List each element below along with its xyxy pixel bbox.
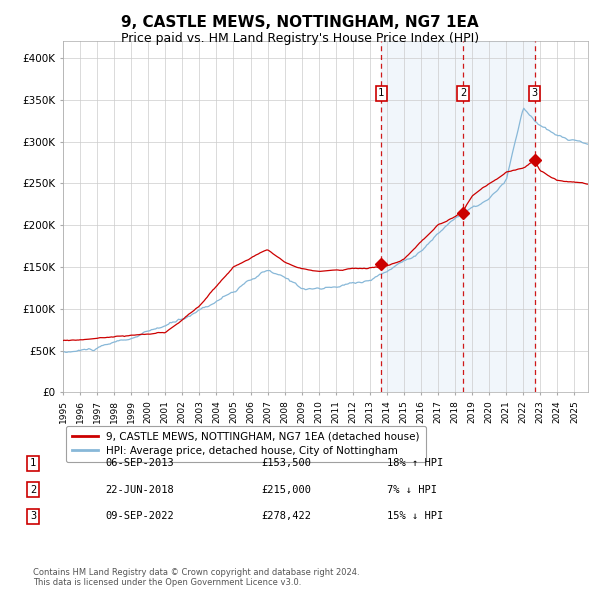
Text: 7% ↓ HPI: 7% ↓ HPI <box>387 485 437 494</box>
Text: 3: 3 <box>30 512 36 521</box>
Text: 09-SEP-2022: 09-SEP-2022 <box>105 512 174 521</box>
Text: 22-JUN-2018: 22-JUN-2018 <box>105 485 174 494</box>
Text: 18% ↑ HPI: 18% ↑ HPI <box>387 458 443 468</box>
Text: 1: 1 <box>30 458 36 468</box>
Text: £278,422: £278,422 <box>261 512 311 521</box>
Bar <box>381 41 535 392</box>
Text: £215,000: £215,000 <box>261 485 311 494</box>
Text: 1: 1 <box>378 88 385 98</box>
Text: Price paid vs. HM Land Registry's House Price Index (HPI): Price paid vs. HM Land Registry's House … <box>121 32 479 45</box>
Text: £153,500: £153,500 <box>261 458 311 468</box>
Text: 06-SEP-2013: 06-SEP-2013 <box>105 458 174 468</box>
Text: 15% ↓ HPI: 15% ↓ HPI <box>387 512 443 521</box>
Text: 9, CASTLE MEWS, NOTTINGHAM, NG7 1EA: 9, CASTLE MEWS, NOTTINGHAM, NG7 1EA <box>121 15 479 30</box>
Text: 2: 2 <box>460 88 466 98</box>
Text: 3: 3 <box>532 88 538 98</box>
Text: Contains HM Land Registry data © Crown copyright and database right 2024.
This d: Contains HM Land Registry data © Crown c… <box>33 568 359 587</box>
Legend: 9, CASTLE MEWS, NOTTINGHAM, NG7 1EA (detached house), HPI: Average price, detach: 9, CASTLE MEWS, NOTTINGHAM, NG7 1EA (det… <box>65 425 426 463</box>
Text: 2: 2 <box>30 485 36 494</box>
